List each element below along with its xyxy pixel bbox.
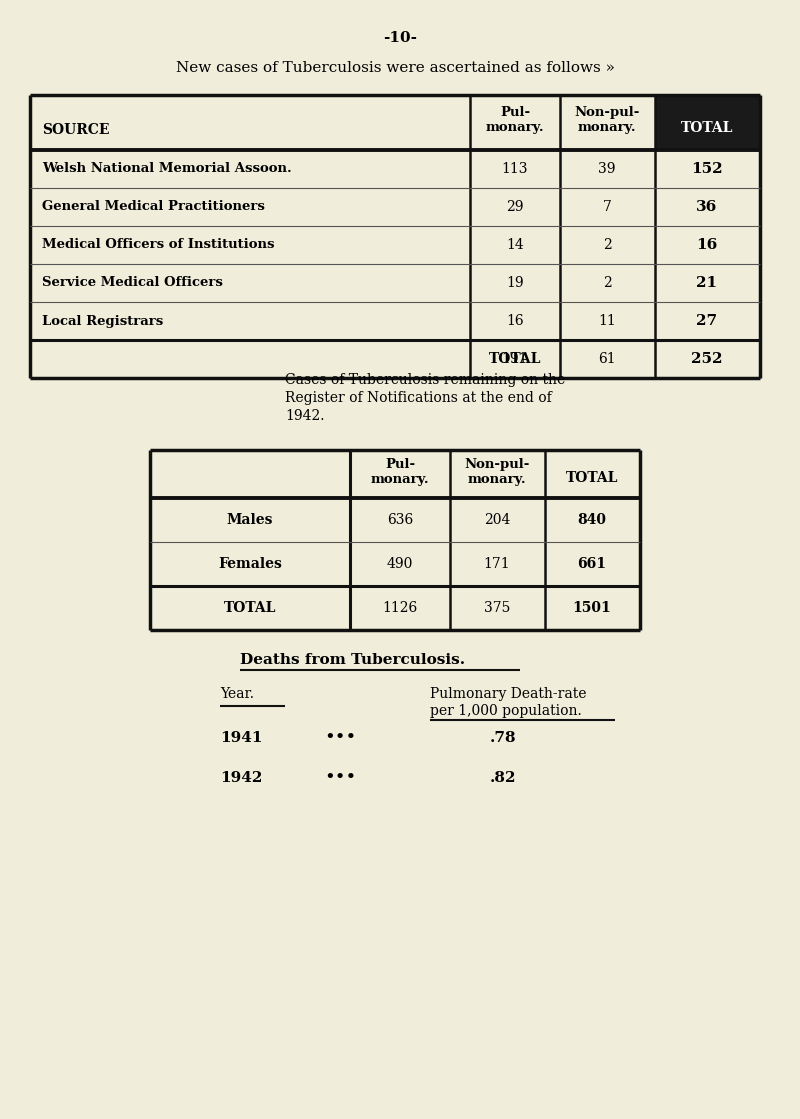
Text: 27: 27 xyxy=(697,314,718,328)
Text: 1942: 1942 xyxy=(220,771,262,786)
Text: 2: 2 xyxy=(602,276,611,290)
Text: TOTAL: TOTAL xyxy=(681,121,733,135)
Text: 204: 204 xyxy=(484,513,510,527)
Text: 29: 29 xyxy=(506,200,524,214)
Text: 636: 636 xyxy=(387,513,413,527)
Text: •••: ••• xyxy=(324,769,356,787)
Text: TOTAL: TOTAL xyxy=(224,601,276,615)
Text: Deaths from Tuberculosis.: Deaths from Tuberculosis. xyxy=(240,653,465,667)
Text: Medical Officers of Institutions: Medical Officers of Institutions xyxy=(42,238,274,252)
Text: Cases of Tuberculosis remaining on the: Cases of Tuberculosis remaining on the xyxy=(285,373,566,387)
Text: Non-pul-
monary.: Non-pul- monary. xyxy=(574,106,640,134)
Text: 252: 252 xyxy=(691,352,722,366)
Text: 21: 21 xyxy=(697,276,718,290)
Text: •••: ••• xyxy=(324,728,356,747)
Text: 7: 7 xyxy=(602,200,611,214)
Text: New cases of Tuberculosis were ascertained as follows »: New cases of Tuberculosis were ascertain… xyxy=(175,62,614,75)
Text: .82: .82 xyxy=(490,771,517,786)
Text: 14: 14 xyxy=(506,238,524,252)
Text: Welsh National Memorial Assoon.: Welsh National Memorial Assoon. xyxy=(42,162,292,176)
Text: Pulmonary Death-rate: Pulmonary Death-rate xyxy=(430,687,586,700)
Bar xyxy=(655,95,760,150)
Text: 1942.: 1942. xyxy=(285,410,325,423)
Text: .78: .78 xyxy=(490,731,517,745)
Text: Pul-
monary.: Pul- monary. xyxy=(370,458,430,486)
Text: 1941: 1941 xyxy=(220,731,262,745)
Text: 36: 36 xyxy=(696,200,718,214)
Text: 16: 16 xyxy=(506,314,524,328)
Text: 1126: 1126 xyxy=(382,601,418,615)
Text: Register of Notifications at the end of: Register of Notifications at the end of xyxy=(285,391,552,405)
Text: 375: 375 xyxy=(484,601,510,615)
Text: SOURCE: SOURCE xyxy=(42,123,110,137)
Text: 39: 39 xyxy=(598,162,616,176)
Text: -10-: -10- xyxy=(383,31,417,45)
Text: per 1,000 population.: per 1,000 population. xyxy=(430,704,582,718)
Text: 11: 11 xyxy=(598,314,616,328)
Text: 152: 152 xyxy=(691,162,723,176)
Text: TOTAL: TOTAL xyxy=(566,471,618,485)
Text: 661: 661 xyxy=(578,557,606,571)
Text: Service Medical Officers: Service Medical Officers xyxy=(42,276,223,290)
Text: 113: 113 xyxy=(502,162,528,176)
Text: Year.: Year. xyxy=(220,687,254,700)
Text: 16: 16 xyxy=(696,238,718,252)
Text: 840: 840 xyxy=(578,513,606,527)
Text: 61: 61 xyxy=(598,352,616,366)
Text: 2: 2 xyxy=(602,238,611,252)
Text: TOTAL: TOTAL xyxy=(489,352,541,366)
Text: 171: 171 xyxy=(484,557,510,571)
Text: Non-pul-
monary.: Non-pul- monary. xyxy=(464,458,530,486)
Text: Pul-
monary.: Pul- monary. xyxy=(486,106,544,134)
Text: Local Registrars: Local Registrars xyxy=(42,314,163,328)
Text: 1501: 1501 xyxy=(573,601,611,615)
Text: Females: Females xyxy=(218,557,282,571)
Text: 19: 19 xyxy=(506,276,524,290)
Text: 191: 191 xyxy=(502,352,528,366)
Text: General Medical Practitioners: General Medical Practitioners xyxy=(42,200,265,214)
Text: Males: Males xyxy=(226,513,274,527)
Text: 490: 490 xyxy=(387,557,413,571)
